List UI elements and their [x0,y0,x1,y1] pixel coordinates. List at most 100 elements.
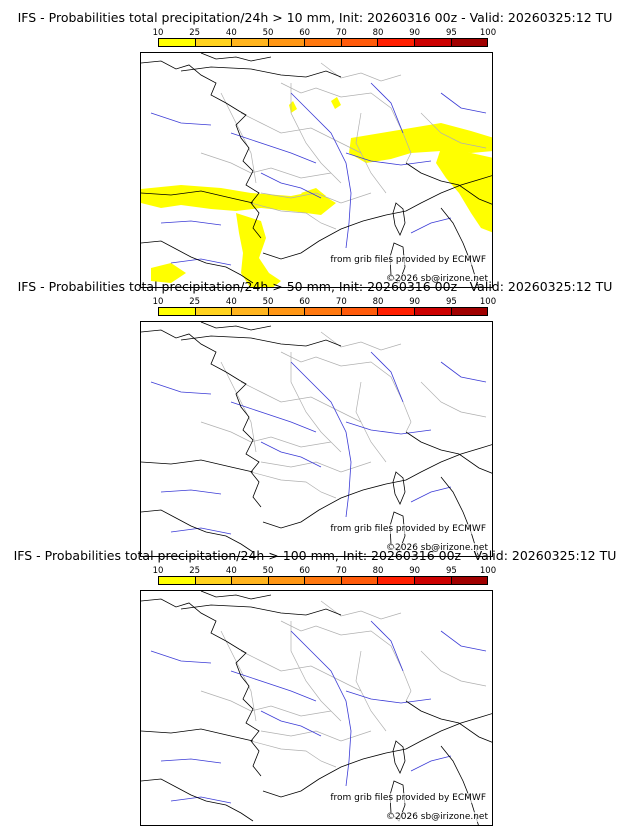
colorbar-tick-label: 95 [445,566,457,576]
river [260,710,322,737]
colorbar-swatch [451,577,488,584]
admin-border [250,202,337,230]
coastline [200,591,272,600]
colorbar-tick-label: 25 [189,566,201,576]
colorbar [158,576,488,585]
copyright-text: ©2026 sb@irizone.net [386,812,488,822]
precip-probability-area [349,123,492,163]
precip-probability-area [331,97,341,109]
admin-border [320,62,402,82]
colorbar-tick-label: 70 [335,566,347,576]
admin-border [280,351,412,433]
panel-title: IFS - Probabilities total precipitation/… [13,548,617,563]
river [150,650,212,664]
admin-border [240,112,362,154]
river [345,421,432,435]
colorbar-tick-label: 80 [372,566,384,576]
admin-border [200,690,332,717]
admin-border [290,621,342,722]
map-canvas [141,53,492,287]
admin-border [355,650,387,732]
river [150,112,212,126]
river [370,82,404,134]
colorbar-swatch [232,39,269,46]
colorbar-swatch [268,577,306,584]
precip-probability-area [289,101,297,113]
colorbar-swatch [195,577,233,584]
river [230,132,317,164]
admin-border [240,381,362,423]
colorbar [158,38,488,47]
colorbar-swatch [451,308,488,315]
colorbar-tick-label: 40 [225,28,237,38]
admin-border [260,730,372,742]
river [170,796,232,804]
admin-border [280,620,412,702]
admin-border [320,600,402,620]
admin-border [220,361,257,453]
coastline [200,53,272,62]
colorbar-tick-label: 95 [445,28,457,38]
river [410,486,452,503]
colorbar-swatch [378,39,415,46]
admin-border [220,630,257,722]
river [410,755,452,772]
admin-border [420,381,487,418]
colorbar [158,307,488,316]
precip-probability-area [301,188,326,203]
river [290,92,352,249]
colorbar-tick-label: 25 [189,297,201,307]
coastline [262,713,492,798]
precip-probability-area [236,213,281,287]
river [160,220,222,226]
admin-border [200,421,332,448]
colorbar-tick-label: 50 [262,297,274,307]
panel-title: IFS - Probabilities total precipitation/… [17,279,613,294]
coastline [180,335,342,347]
colorbar-swatch [268,39,306,46]
source-credit: from grib files provided by ECMWF [330,524,486,534]
copyright-text: ©2026 sb@irizone.net [386,274,488,284]
colorbar-swatch [341,308,379,315]
colorbar-swatch [195,308,233,315]
river [260,441,322,468]
copyright-text: ©2026 sb@irizone.net [386,543,488,553]
precip-map: from grib files provided by ECMWF ©2026 … [140,321,493,557]
colorbar-tick-label: 40 [225,297,237,307]
precip-probability-area [151,263,186,283]
colorbar-tick-label: 60 [299,566,311,576]
colorbar-swatch [232,577,269,584]
admin-border [320,331,402,351]
river [230,670,317,702]
admin-border [355,381,387,463]
river [160,489,222,495]
admin-border [290,83,342,184]
colorbar-swatch [378,577,415,584]
panel-title: IFS - Probabilities total precipitation/… [17,10,613,25]
colorbar-swatch [414,577,452,584]
colorbar-tick-label: 10 [152,566,164,576]
colorbar-tick-label: 70 [335,297,347,307]
admin-border [260,461,372,473]
colorbar-swatch [159,308,196,315]
island-corsica [392,471,406,505]
river [410,217,452,234]
colorbar-tick-label: 40 [225,566,237,576]
coastline [180,604,342,616]
river [440,630,487,652]
colorbar-labels: 10 25 40 50 60 70 80 90 95 100 [148,297,498,307]
coastline [180,66,342,78]
map-canvas [141,322,492,556]
river [170,527,232,535]
colorbar-tick-label: 50 [262,28,274,38]
coastline [200,322,272,331]
coastline [141,329,262,508]
admin-border [355,112,387,194]
colorbar-tick-label: 80 [372,28,384,38]
island-corsica [392,202,406,236]
admin-border [280,82,412,164]
colorbar-swatch [268,308,306,315]
colorbar-tick-label: 60 [299,28,311,38]
river [345,690,432,704]
island-corsica [392,740,406,774]
